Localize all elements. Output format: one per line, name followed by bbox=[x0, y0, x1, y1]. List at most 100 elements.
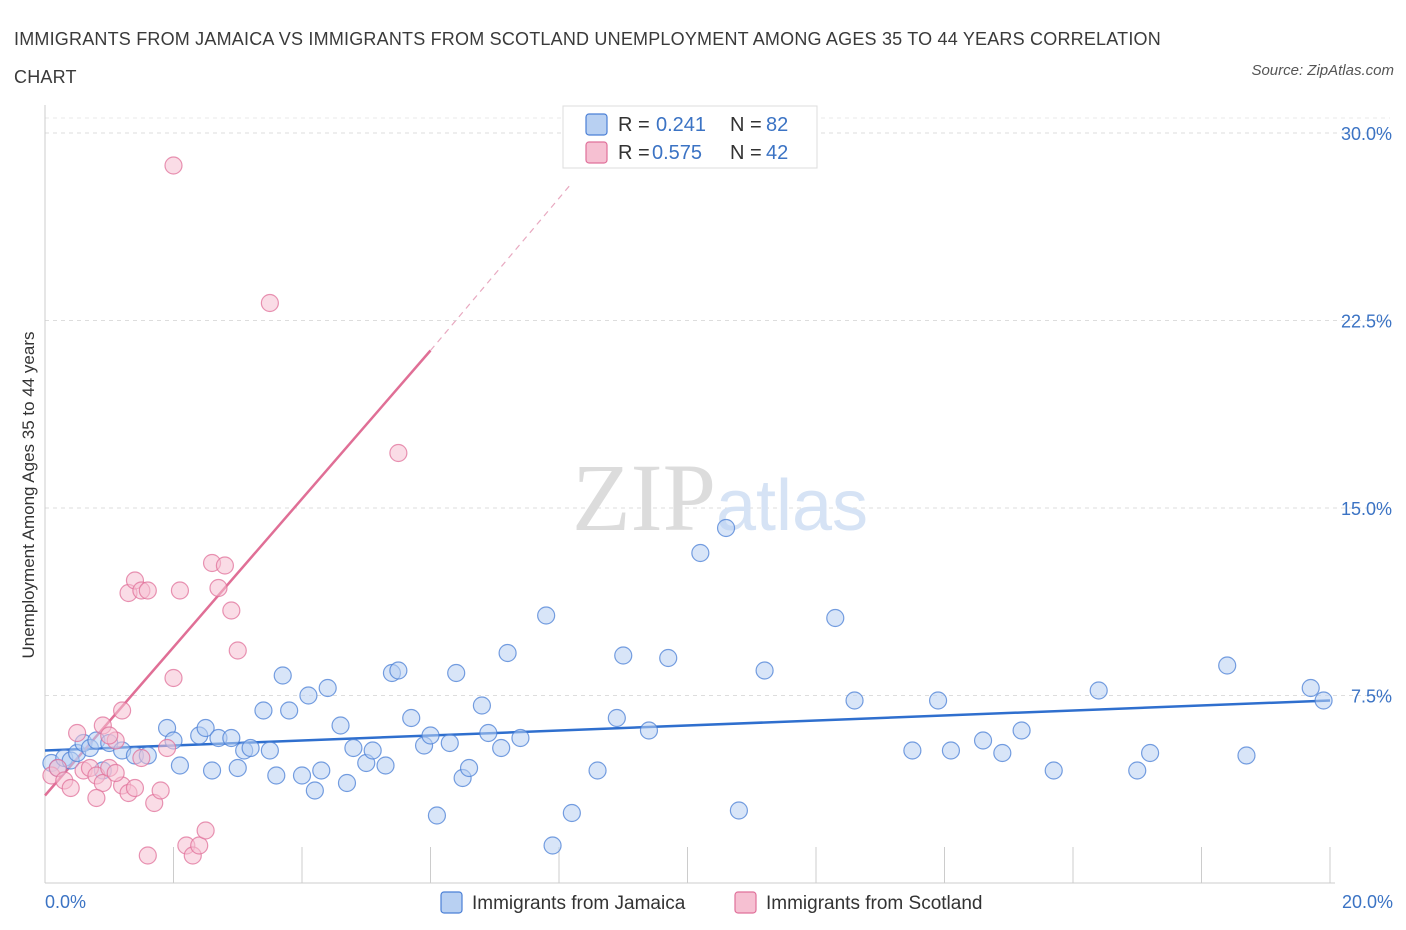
point-jamaica-60 bbox=[614, 646, 633, 665]
point-jamaica-53 bbox=[498, 643, 517, 663]
series-legend: Immigrants from Jamaica Immigrants from … bbox=[440, 891, 982, 914]
point-jamaica-38 bbox=[363, 741, 382, 760]
chart-source: Source: ZipAtlas.com bbox=[1251, 62, 1394, 79]
point-jamaica-72 bbox=[973, 731, 993, 750]
point-scotland-40 bbox=[260, 293, 279, 313]
point-jamaica-26 bbox=[267, 766, 286, 785]
point-jamaica-34 bbox=[331, 716, 350, 735]
y-tick-label-0: 7.5% bbox=[1351, 687, 1392, 707]
point-scotland-4 bbox=[68, 723, 87, 743]
trend-line-scotland-extension bbox=[430, 182, 573, 351]
y-tick-label-1: 15.0% bbox=[1341, 499, 1392, 519]
point-jamaica-64 bbox=[716, 518, 736, 538]
bottom-legend-jamaica: Immigrants from Jamaica bbox=[472, 893, 686, 914]
y-tick-label-2: 22.5% bbox=[1341, 312, 1392, 332]
point-jamaica-54 bbox=[511, 728, 530, 748]
point-jamaica-45 bbox=[427, 806, 447, 825]
point-jamaica-24 bbox=[254, 701, 273, 720]
point-scotland-8 bbox=[93, 773, 112, 793]
point-jamaica-39 bbox=[376, 756, 395, 775]
point-jamaica-31 bbox=[305, 781, 324, 800]
point-jamaica-62 bbox=[659, 648, 678, 668]
point-scotland-28 bbox=[170, 581, 190, 600]
point-jamaica-49 bbox=[459, 758, 479, 778]
legend-n-value-2: 42 bbox=[766, 142, 788, 164]
point-jamaica-78 bbox=[1140, 743, 1160, 763]
point-jamaica-52 bbox=[492, 738, 511, 758]
point-jamaica-15 bbox=[170, 756, 190, 775]
point-jamaica-82 bbox=[1314, 691, 1333, 710]
point-jamaica-77 bbox=[1128, 761, 1147, 780]
point-jamaica-32 bbox=[312, 761, 331, 780]
point-jamaica-47 bbox=[447, 663, 466, 683]
point-scotland-17 bbox=[100, 726, 119, 745]
x-tick-label-1: 20.0% bbox=[1342, 892, 1393, 912]
point-jamaica-73 bbox=[993, 743, 1012, 763]
point-scotland-41 bbox=[389, 443, 408, 463]
point-jamaica-74 bbox=[1012, 721, 1031, 740]
point-jamaica-80 bbox=[1237, 746, 1256, 765]
x-tick-labels: 0.0% 20.0% bbox=[45, 892, 1393, 912]
point-jamaica-56 bbox=[543, 836, 562, 855]
data-points bbox=[42, 156, 1333, 865]
point-jamaica-29 bbox=[292, 766, 312, 785]
legend-r-label-1: R = bbox=[618, 114, 650, 136]
bottom-legend-swatch-jamaica bbox=[440, 891, 463, 914]
point-jamaica-79 bbox=[1218, 656, 1237, 675]
point-jamaica-25 bbox=[260, 741, 279, 760]
point-jamaica-61 bbox=[639, 721, 659, 740]
point-jamaica-55 bbox=[537, 606, 556, 625]
point-jamaica-76 bbox=[1089, 681, 1108, 700]
grid-lines bbox=[45, 117, 1390, 696]
point-jamaica-51 bbox=[479, 723, 498, 743]
legend-r-value-1: 0.241 bbox=[656, 114, 706, 136]
point-jamaica-69 bbox=[903, 741, 922, 760]
bottom-legend-scotland: Immigrants from Scotland bbox=[766, 893, 982, 914]
y-tick-label-3: 30.0% bbox=[1341, 124, 1392, 144]
point-jamaica-66 bbox=[755, 661, 774, 680]
point-jamaica-63 bbox=[691, 543, 710, 563]
point-scotland-14 bbox=[125, 778, 145, 798]
legend-n-label-1: N = bbox=[730, 114, 762, 136]
y-tick-labels: 7.5% 15.0% 22.5% 30.0% bbox=[1341, 124, 1392, 707]
point-scotland-34 bbox=[209, 578, 228, 598]
point-scotland-36 bbox=[222, 601, 241, 620]
point-jamaica-67 bbox=[826, 608, 845, 628]
point-scotland-25 bbox=[151, 781, 170, 800]
point-scotland-39 bbox=[164, 156, 183, 175]
x-tick-label-0: 0.0% bbox=[45, 892, 86, 912]
point-jamaica-57 bbox=[562, 803, 581, 823]
point-jamaica-21 bbox=[228, 758, 247, 778]
point-scotland-19 bbox=[112, 701, 132, 720]
legend-n-label-2: N = bbox=[730, 142, 762, 164]
point-scotland-15 bbox=[132, 748, 151, 768]
point-jamaica-46 bbox=[440, 733, 459, 753]
point-jamaica-44 bbox=[421, 726, 440, 745]
point-scotland-3 bbox=[61, 778, 80, 798]
watermark-atlas: atlas bbox=[716, 466, 868, 546]
point-jamaica-68 bbox=[845, 691, 864, 710]
bottom-legend-swatch-scotland bbox=[734, 891, 757, 914]
point-jamaica-70 bbox=[928, 691, 948, 710]
point-jamaica-36 bbox=[344, 738, 363, 758]
chart-title: IMMIGRANTS FROM JAMAICA VS IMMIGRANTS FR… bbox=[14, 29, 1161, 87]
point-jamaica-33 bbox=[318, 678, 337, 698]
point-jamaica-75 bbox=[1044, 761, 1063, 780]
legend-swatch-scotland bbox=[585, 141, 608, 164]
point-jamaica-59 bbox=[607, 708, 626, 728]
point-jamaica-27 bbox=[273, 666, 292, 685]
point-jamaica-18 bbox=[202, 761, 222, 780]
stats-legend: R = 0.241 N = 82 R = 0.575 N = 42 bbox=[562, 105, 818, 169]
point-jamaica-71 bbox=[941, 741, 961, 760]
point-jamaica-28 bbox=[280, 701, 299, 720]
point-scotland-10 bbox=[87, 788, 106, 808]
watermark: ZIPatlas bbox=[572, 444, 868, 551]
point-scotland-37 bbox=[228, 641, 247, 660]
point-jamaica-58 bbox=[588, 761, 607, 780]
axes bbox=[44, 105, 1335, 884]
legend-r-value-2: 0.575 bbox=[652, 142, 702, 164]
point-scotland-38 bbox=[138, 846, 157, 865]
point-scotland-32 bbox=[196, 821, 215, 840]
point-jamaica-81 bbox=[1301, 678, 1320, 698]
point-jamaica-41 bbox=[389, 661, 408, 680]
